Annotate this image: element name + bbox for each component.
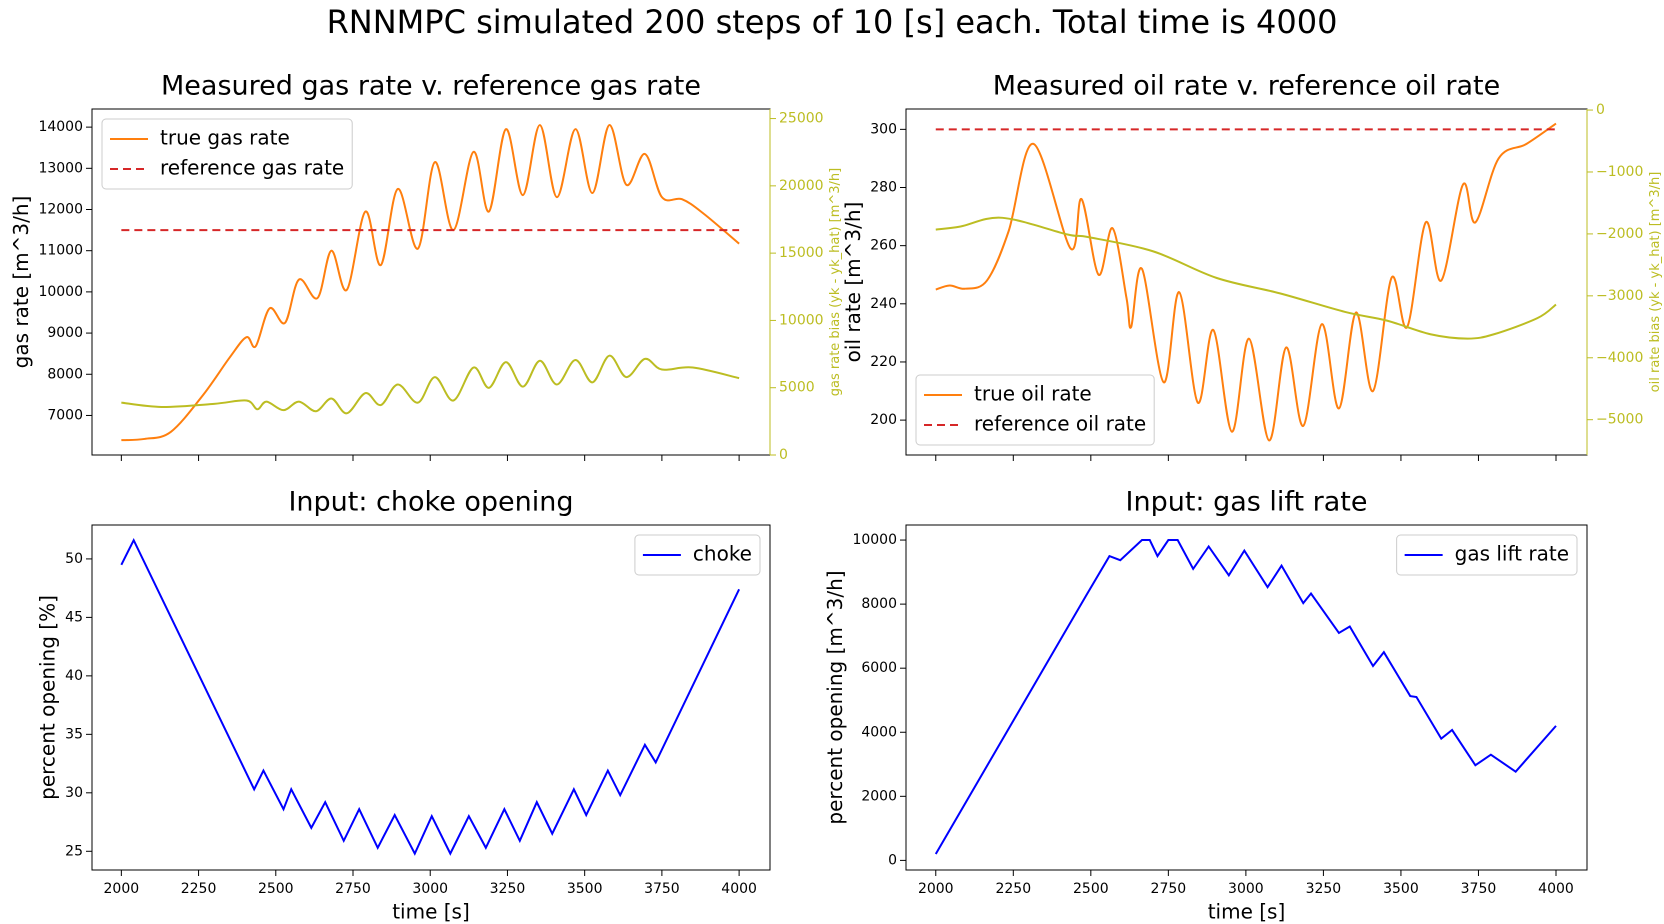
y-tick-label: 280 [870,180,897,196]
y-tick-label: 9000 [47,325,83,341]
x-tick-label: 4000 [1538,881,1574,897]
y-tick-label: 30 [65,785,83,801]
y-tick-label: 2000 [861,788,897,804]
x-tick-label: 2250 [995,881,1031,897]
x-tick-label: 3000 [412,881,448,897]
y-tick-label: 7000 [47,407,83,423]
y-tick-label: 0 [888,852,897,868]
axes-title: Measured oil rate v. reference oil rate [993,71,1501,102]
y-tick-label: 300 [870,121,897,137]
series-line [934,539,1557,855]
y2-tick-label: −4000 [1596,350,1643,366]
axes-title: Measured gas rate v. reference gas rate [161,71,701,102]
x-axis-label: time [s] [1208,900,1286,924]
x-axis-label: time [s] [392,900,470,924]
y2-tick-label: −2000 [1596,226,1643,242]
y2-tick-label: 0 [1596,102,1605,118]
y-axis-label: percent opening [m^3/h] [823,570,847,824]
y-tick-label: 14000 [38,119,83,135]
series-line [935,216,1557,340]
x-tick-label: 3750 [1461,881,1497,897]
y2-tick-label: −3000 [1596,288,1643,304]
y2-tick-label: 15000 [779,245,824,261]
y-tick-label: 220 [870,354,897,370]
x-tick-label: 2750 [335,881,371,897]
legend-box [1396,534,1578,576]
x-tick-label: 4000 [721,881,757,897]
x-tick-label: 2250 [181,881,217,897]
legend-label: true oil rate [974,382,1092,406]
series-line [120,537,741,856]
series-line [121,354,740,415]
axes-title: Input: choke opening [288,487,573,518]
legend-label: gas lift rate [1455,542,1569,566]
x-tick-label: 2750 [1151,881,1187,897]
x-tick-label: 2500 [258,881,294,897]
x-tick-label: 3500 [567,881,603,897]
axes-frame [905,524,1588,871]
y-tick-label: 40 [65,668,83,684]
legend-label: reference gas rate [160,156,344,180]
y-tick-label: 260 [870,238,897,254]
y2-tick-label: 0 [779,447,788,463]
y-tick-label: 50 [65,551,83,567]
x-tick-label: 2000 [104,881,140,897]
y-tick-label: 13000 [38,160,83,176]
y-axis-label: oil rate [m^3/h] [841,202,865,363]
x-tick-label: 3250 [490,881,526,897]
axes-title: Input: gas lift rate [1126,487,1368,518]
x-tick-label: 3250 [1306,881,1342,897]
series-line [935,122,1557,442]
legend-label: true gas rate [160,126,290,150]
legend-box [915,374,1155,446]
y-tick-label: 10000 [38,284,83,300]
y2-tick-label: −1000 [1596,164,1643,180]
y2-tick-label: 20000 [779,178,824,194]
y-axis-label: gas rate [m^3/h] [9,196,33,369]
x-tick-label: 3500 [1383,881,1419,897]
axes-frame [91,524,771,871]
x-tick-label: 3750 [644,881,680,897]
y-axis-label: percent opening [%] [36,595,60,800]
y2-tick-label: 10000 [779,312,824,328]
x-tick-label: 2500 [1073,881,1109,897]
legend-label: choke [693,542,752,566]
y-tick-label: 10000 [852,532,897,548]
y2-axis-label: oil rate bias (yk - yk_hat) [m^3/h] [1648,172,1663,393]
y2-tick-label: −5000 [1596,412,1643,428]
y-tick-label: 12000 [38,202,83,218]
legend-box [101,118,353,190]
y-tick-label: 8000 [861,596,897,612]
y2-axis-label: gas rate bias (yk - yk_hat) [m^3/h] [828,168,843,396]
legend-label: reference oil rate [974,412,1146,436]
series-line [121,124,740,442]
y-tick-label: 35 [65,726,83,742]
y2-tick-label: 5000 [779,380,815,396]
y-tick-label: 6000 [861,660,897,676]
y2-tick-label: 25000 [779,111,824,127]
y-tick-label: 4000 [861,724,897,740]
x-tick-label: 2000 [918,881,954,897]
figure-title: RNNMPC simulated 200 steps of 10 [s] eac… [327,3,1338,41]
y-tick-label: 8000 [47,366,83,382]
y-tick-label: 25 [65,843,83,859]
y-tick-label: 45 [65,609,83,625]
y-tick-label: 11000 [38,243,83,259]
y-tick-label: 200 [870,412,897,428]
y-tick-label: 240 [870,296,897,312]
x-tick-label: 3000 [1228,881,1264,897]
legend-box [634,534,761,576]
